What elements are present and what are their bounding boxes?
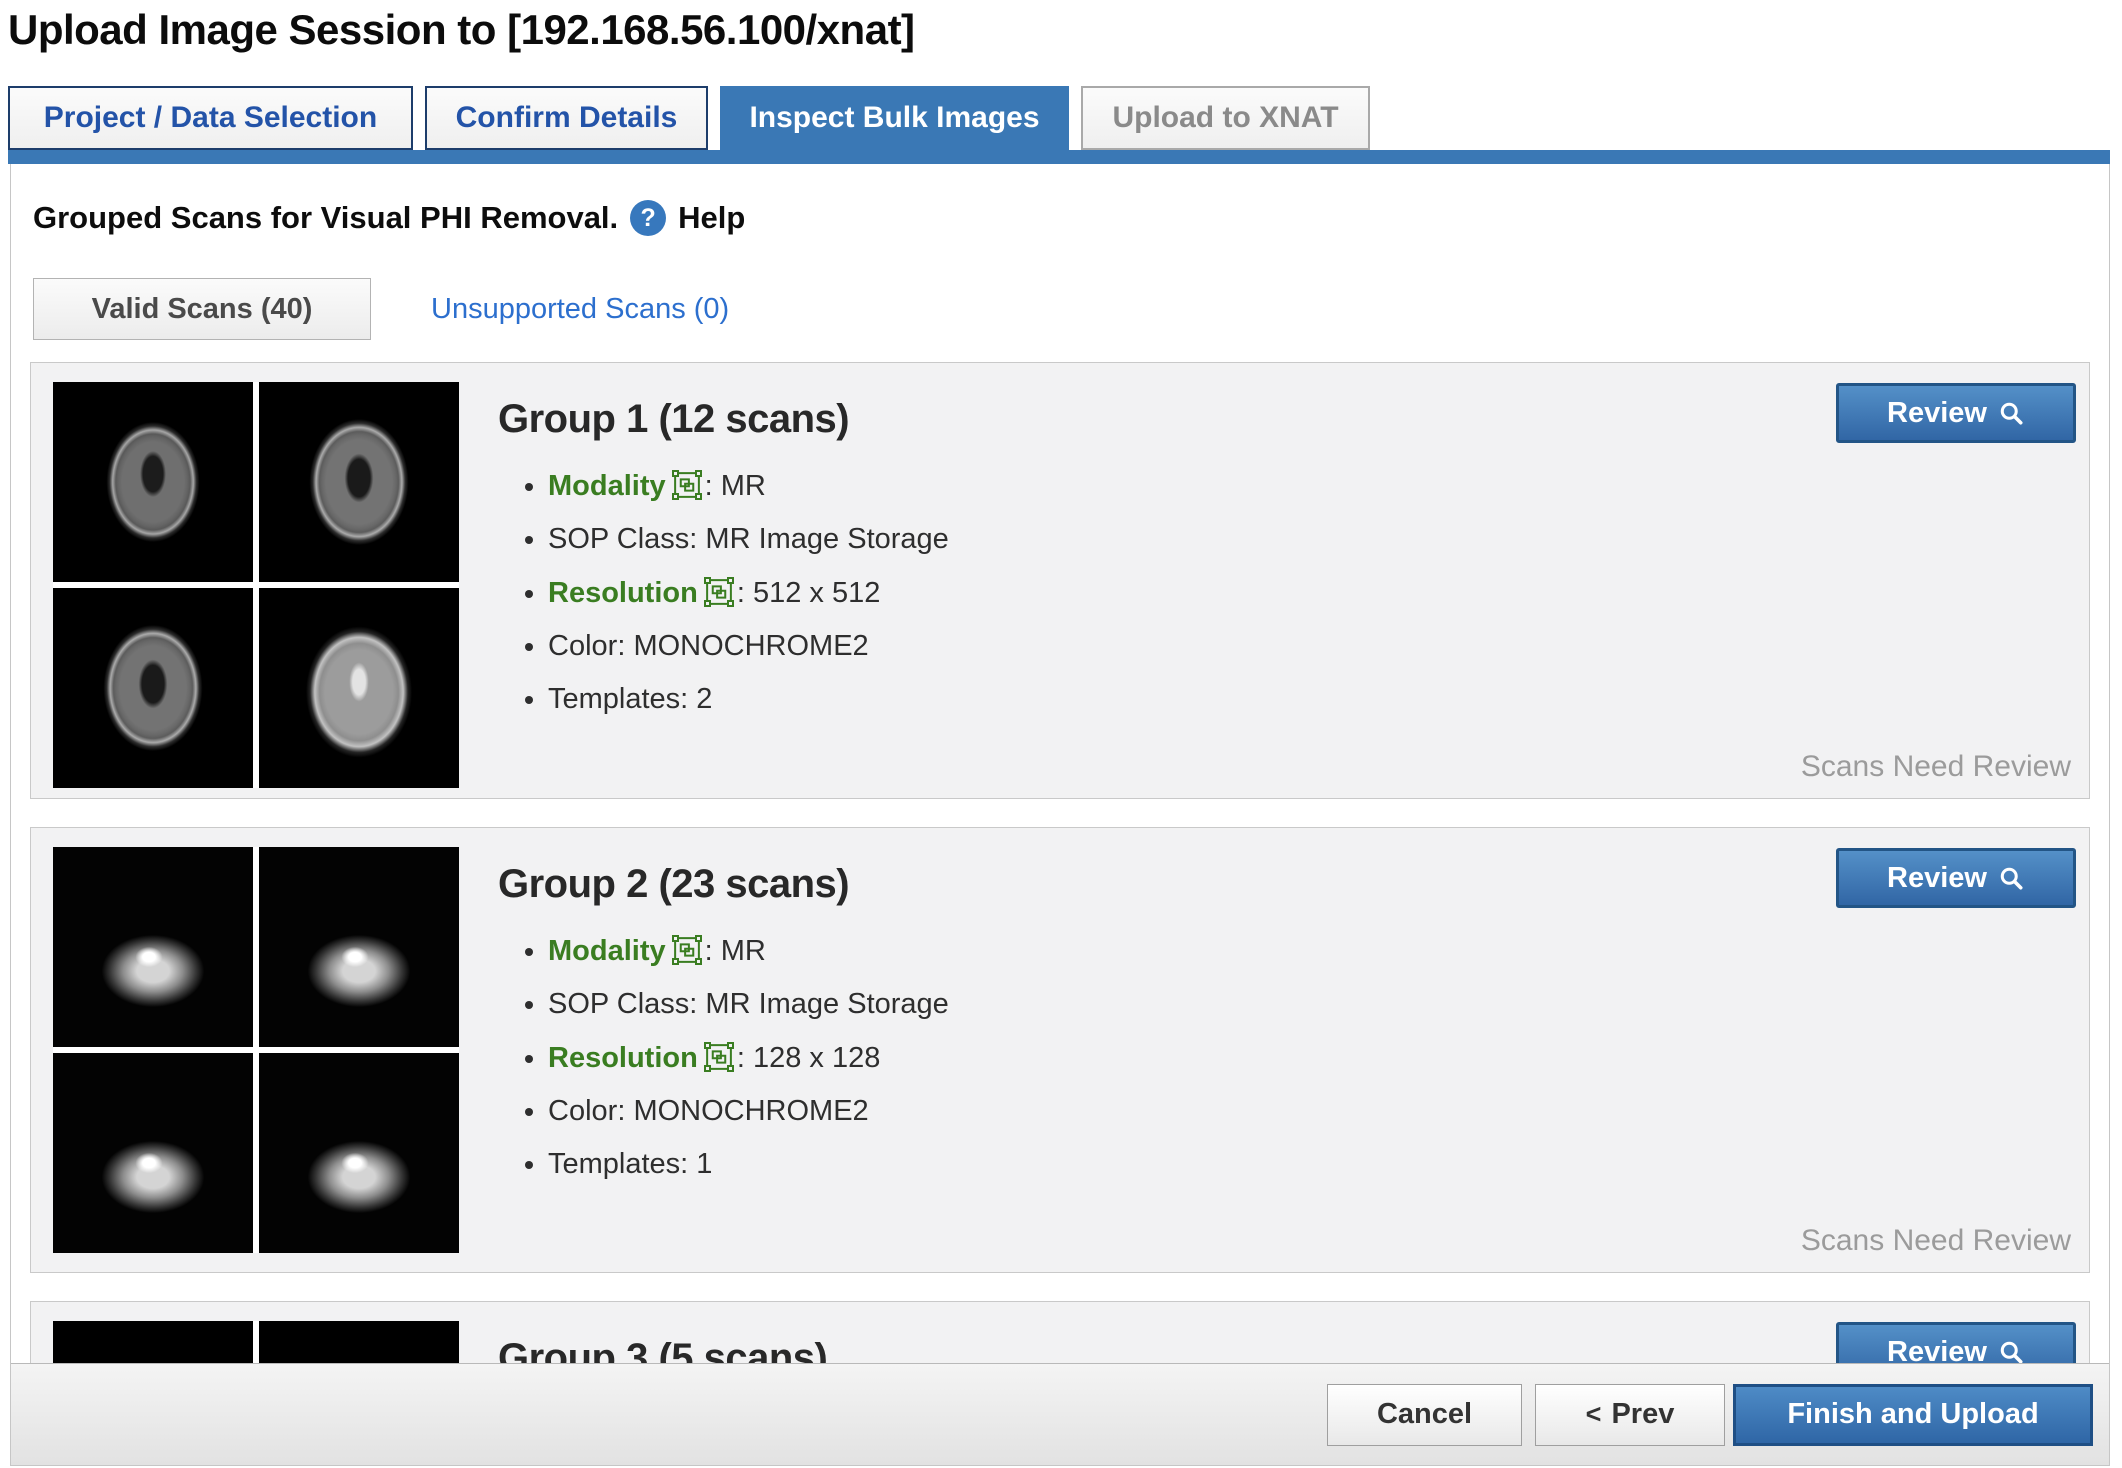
region-box-icon (671, 470, 702, 501)
detail-resolution: Resolution: 128 x 128 (548, 1040, 2089, 1076)
mri-thumbnail (259, 847, 459, 1047)
tab-confirm-details[interactable]: Confirm Details (425, 86, 708, 150)
status-badge: Scans Need Review (1800, 750, 2071, 783)
group-title: Group 1 (12 scans) (498, 397, 850, 441)
detail-resolution: Resolution: 512 x 512 (548, 575, 2089, 611)
scan-group-card-1: Group 1 (12 scans) Modality: MR SOP Clas… (30, 362, 2090, 799)
tab-inspect-bulk-images[interactable]: Inspect Bulk Images (720, 86, 1069, 150)
finish-and-upload-button[interactable]: Finish and Upload (1733, 1383, 2093, 1446)
active-tab-underline-bar (8, 150, 2110, 164)
review-button[interactable]: Review (1836, 848, 2076, 908)
region-box-icon (703, 576, 734, 607)
search-icon (2000, 402, 2023, 425)
detail-sop-class: SOP Class: MR Image Storage (548, 986, 2089, 1022)
mri-thumbnail (53, 847, 253, 1047)
scan-thumbnail-grid (53, 847, 459, 1253)
mri-thumbnail (53, 1053, 253, 1253)
mri-thumbnail (53, 588, 253, 788)
region-box-icon (703, 1041, 734, 1072)
section-heading: Grouped Scans for Visual PHI Removal. (33, 200, 619, 235)
mri-thumbnail (259, 1053, 459, 1253)
tab-project-data-selection[interactable]: Project / Data Selection (8, 86, 413, 150)
review-button[interactable]: Review (1836, 383, 2076, 443)
detail-templates: Templates: 1 (548, 1146, 2089, 1182)
detail-modality: Modality: MR (548, 933, 2089, 969)
scan-group-list: Group 1 (12 scans) Modality: MR SOP Clas… (30, 362, 2090, 1465)
mri-thumbnail (259, 382, 459, 582)
search-icon (2000, 1341, 2023, 1364)
valid-scans-tab[interactable]: Valid Scans (40) (33, 278, 371, 340)
tab-upload-to-xnat: Upload to XNAT (1081, 86, 1370, 150)
unsupported-scans-tab[interactable]: Unsupported Scans (0) (431, 292, 730, 325)
mri-thumbnail (259, 588, 459, 788)
region-box-icon (671, 935, 702, 966)
detail-modality: Modality: MR (548, 468, 2089, 504)
scan-group-card-2: Group 2 (23 scans) Modality: MR SOP Clas… (30, 827, 2090, 1273)
help-link[interactable]: Help (678, 200, 746, 235)
detail-sop-class: SOP Class: MR Image Storage (548, 521, 2089, 557)
detail-color: Color: MONOCHROME2 (548, 1093, 2089, 1129)
prev-button[interactable]: < Prev (1535, 1383, 1725, 1446)
detail-templates: Templates: 2 (548, 681, 2089, 717)
status-badge: Scans Need Review (1800, 1224, 2071, 1257)
chevron-left-icon: < (1585, 1399, 1602, 1429)
scan-thumbnail-grid (53, 382, 459, 788)
content-panel: Grouped Scans for Visual PHI Removal. ? … (10, 164, 2110, 1466)
detail-color: Color: MONOCHROME2 (548, 628, 2089, 664)
wizard-tabs: Project / Data Selection Confirm Details… (8, 86, 1370, 150)
mri-thumbnail (53, 382, 253, 582)
page-title: Upload Image Session to [192.168.56.100/… (8, 6, 915, 53)
group-title: Group 2 (23 scans) (498, 862, 850, 906)
cancel-button[interactable]: Cancel (1327, 1383, 1522, 1446)
wizard-footer: Cancel < Prev Finish and Upload (11, 1363, 2109, 1465)
question-circle-icon[interactable]: ? (630, 200, 667, 236)
search-icon (2000, 867, 2023, 890)
